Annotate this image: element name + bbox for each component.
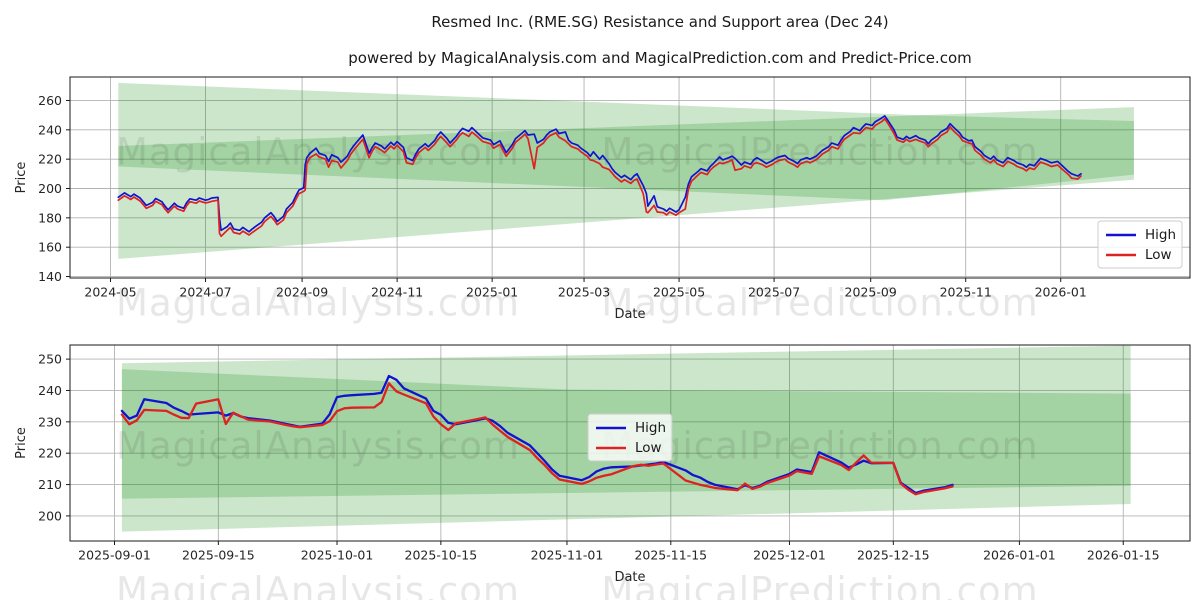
tick-marks — [66, 358, 1124, 545]
high-line — [117, 115, 1082, 233]
figure-subtitle: powered by MagicalAnalysis.com and Magic… — [348, 49, 972, 67]
watermark-text: MagicalPrediction.com — [601, 282, 1038, 325]
x-tick-label: 2025-11-15 — [634, 548, 707, 563]
x-tick-label: 2025-09 — [845, 285, 897, 300]
x-tick-label: 2026-01 — [1035, 285, 1087, 300]
x-axis-label: Date — [614, 570, 645, 585]
legend: High Low — [1097, 220, 1183, 269]
y-tick-label: 220 — [38, 152, 62, 167]
x-tick-label: 2025-12-01 — [753, 548, 826, 563]
x-tick-label: 2025-12-15 — [857, 548, 930, 563]
x-tick-label: 2025-01 — [466, 285, 518, 300]
legend-label: High — [635, 420, 666, 436]
y-tick-label: 240 — [38, 383, 62, 398]
y-tick-label: 250 — [38, 352, 62, 367]
legend-label: High — [1145, 227, 1176, 243]
x-tick-label: 2025-10-15 — [405, 548, 478, 563]
y-tick-label: 200 — [38, 181, 62, 196]
x-tick-label: 2024-09 — [276, 285, 328, 300]
x-tick-label: 2025-11-01 — [531, 548, 604, 563]
x-tick-label: 2026-01-01 — [983, 548, 1056, 563]
x-tick-label: 2025-09-01 — [78, 548, 151, 563]
watermark-text: MagicalPrediction.com — [601, 570, 1038, 600]
top-chart: 2024-05 2024-07 2024-09 2024-11 2025-01 2025-… — [14, 76, 1191, 322]
y-axis-label: Price — [14, 162, 29, 194]
resistance-area — [118, 107, 1134, 201]
tick-labels: 2025-09-01 2025-09-15 2025-10-01 2025-10-15… — [38, 352, 1159, 563]
x-tick-label: 2024-05 — [84, 285, 136, 300]
top-chart-underlay — [70, 77, 1190, 278]
y-tick-label: 230 — [38, 414, 62, 429]
low-line — [120, 382, 954, 496]
legend-label: Low — [1145, 247, 1172, 263]
watermark-text: MagicalAnalysis.com — [116, 282, 520, 325]
plot-border — [69, 344, 1191, 542]
watermark-text: MagicalPrediction.com — [601, 425, 1038, 468]
x-tick-label: 2025-03 — [558, 285, 610, 300]
x-axis-label: Date — [614, 307, 645, 322]
x-tick-label: 2025-10-01 — [301, 548, 374, 563]
y-tick-label: 240 — [38, 122, 62, 137]
legend-label: Low — [635, 440, 662, 456]
x-tick-label: 2025-05 — [653, 285, 705, 300]
figure-title: Resmed Inc. (RME.SG) Resistance and Supp… — [431, 13, 889, 31]
x-tick-label: 2024-11 — [371, 285, 423, 300]
high-line — [120, 374, 954, 495]
y-tick-label: 140 — [38, 269, 62, 284]
x-tick-label: 2026-01-15 — [1087, 548, 1160, 563]
bottom-chart: 2025-09-01 2025-09-15 2025-10-01 2025-10-15… — [14, 344, 1191, 585]
tick-labels: 2024-05 2024-07 2024-09 2024-11 2025-01 2025-… — [38, 93, 1087, 300]
plot-border — [69, 76, 1191, 279]
y-tick-label: 200 — [38, 508, 62, 523]
y-tick-label: 260 — [38, 93, 62, 108]
x-tick-label: 2025-11 — [940, 285, 992, 300]
y-tick-label: 210 — [38, 477, 62, 492]
watermark-layer: MagicalAnalysis.com MagicalPrediction.com… — [116, 131, 1038, 600]
watermark-text: MagicalAnalysis.com — [116, 425, 520, 468]
legend: High Low — [587, 413, 673, 462]
watermark-text: MagicalAnalysis.com — [116, 570, 520, 600]
tick-marks — [66, 99, 1062, 282]
x-tick-label: 2025-07 — [748, 285, 800, 300]
y-axis-label: Price — [14, 427, 29, 459]
support-area — [118, 82, 1134, 259]
y-tick-label: 180 — [38, 210, 62, 225]
grid — [70, 345, 1190, 541]
x-tick-label: 2025-09-15 — [182, 548, 255, 563]
low-line — [117, 117, 1082, 238]
y-tick-label: 220 — [38, 446, 62, 461]
x-tick-label: 2024-07 — [179, 285, 231, 300]
grid — [70, 77, 1190, 278]
y-tick-label: 160 — [38, 240, 62, 255]
